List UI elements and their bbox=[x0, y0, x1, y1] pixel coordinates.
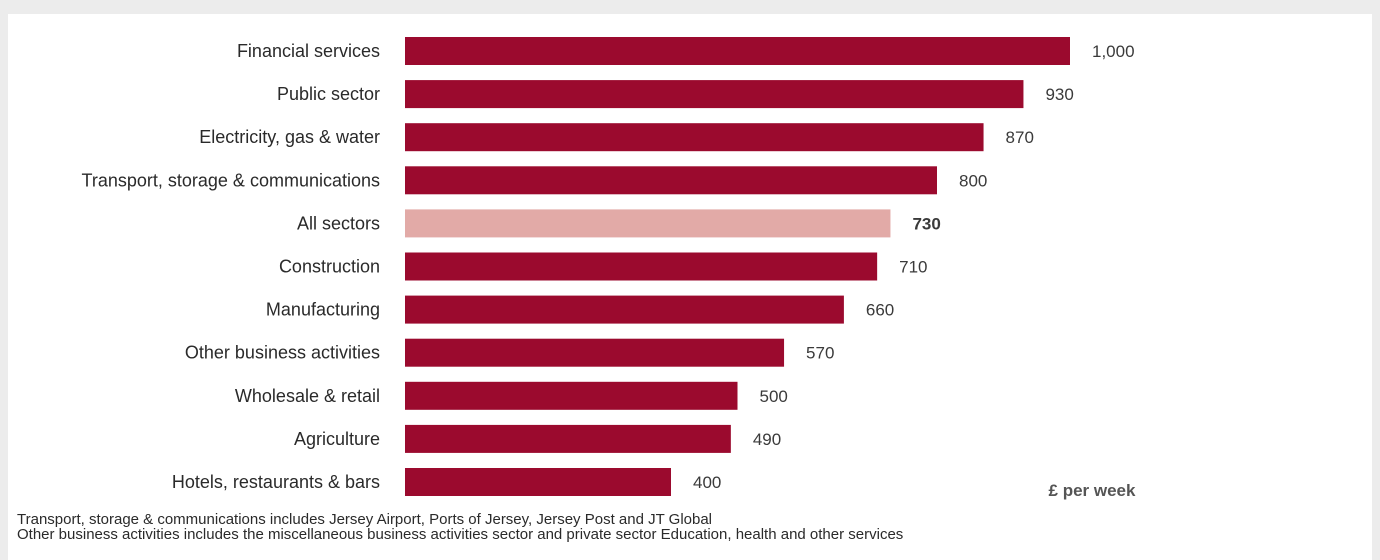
value-label-agriculture: 490 bbox=[753, 430, 781, 449]
value-label-manufacturing: 660 bbox=[866, 301, 894, 320]
value-label-public-sector: 930 bbox=[1045, 85, 1073, 104]
value-label-transport-storage-communications: 800 bbox=[959, 171, 987, 190]
bar-construction bbox=[405, 252, 878, 281]
footnote-other-business: Other business activities includes the m… bbox=[17, 526, 904, 543]
bars-layer: Financial services 1,000 Public sector 930 E… bbox=[82, 37, 1135, 496]
value-label-electricity-gas-water: 870 bbox=[1006, 128, 1034, 147]
bar-public-sector bbox=[405, 80, 1024, 109]
category-label-public-sector: Public sector bbox=[277, 84, 380, 104]
value-label-wholesale-retail: 500 bbox=[760, 387, 788, 406]
category-label-wholesale-retail: Wholesale & retail bbox=[235, 386, 380, 406]
bar-manufacturing bbox=[405, 295, 844, 324]
value-label-all-sectors: 730 bbox=[912, 214, 940, 233]
category-label-hotels-restaurants-bars: Hotels, restaurants & bars bbox=[172, 472, 380, 492]
bar-transport-storage-communications bbox=[405, 166, 937, 195]
value-label-financial-services: 1,000 bbox=[1092, 42, 1135, 61]
value-label-other-business-activities: 570 bbox=[806, 344, 834, 363]
footnotes: Transport, storage & communications incl… bbox=[17, 512, 903, 542]
category-label-all-sectors: All sectors bbox=[297, 213, 380, 233]
category-label-other-business-activities: Other business activities bbox=[185, 343, 380, 363]
category-label-agriculture: Agriculture bbox=[294, 429, 380, 449]
footnote-transport: Transport, storage & communications incl… bbox=[17, 511, 713, 528]
unit-label: £ per week bbox=[1049, 481, 1136, 500]
bar-electricity-gas-water bbox=[405, 123, 984, 152]
category-label-transport-storage-communications: Transport, storage & communications bbox=[82, 170, 380, 190]
bar-all-sectors bbox=[405, 209, 891, 238]
category-label-manufacturing: Manufacturing bbox=[266, 300, 380, 320]
bar-hotels-restaurants-bars bbox=[405, 468, 671, 496]
category-label-electricity-gas-water: Electricity, gas & water bbox=[199, 127, 380, 147]
category-label-construction: Construction bbox=[279, 257, 380, 277]
value-label-hotels-restaurants-bars: 400 bbox=[693, 473, 721, 492]
bar-financial-services bbox=[405, 37, 1070, 65]
bar-agriculture bbox=[405, 424, 731, 453]
category-label-financial-services: Financial services bbox=[237, 41, 380, 61]
horizontal-bar-chart: Financial services 1,000 Public sector 930 E… bbox=[82, 37, 1136, 500]
bar-wholesale-retail bbox=[405, 381, 738, 410]
value-label-construction: 710 bbox=[899, 258, 927, 277]
bar-other-business-activities bbox=[405, 338, 785, 367]
